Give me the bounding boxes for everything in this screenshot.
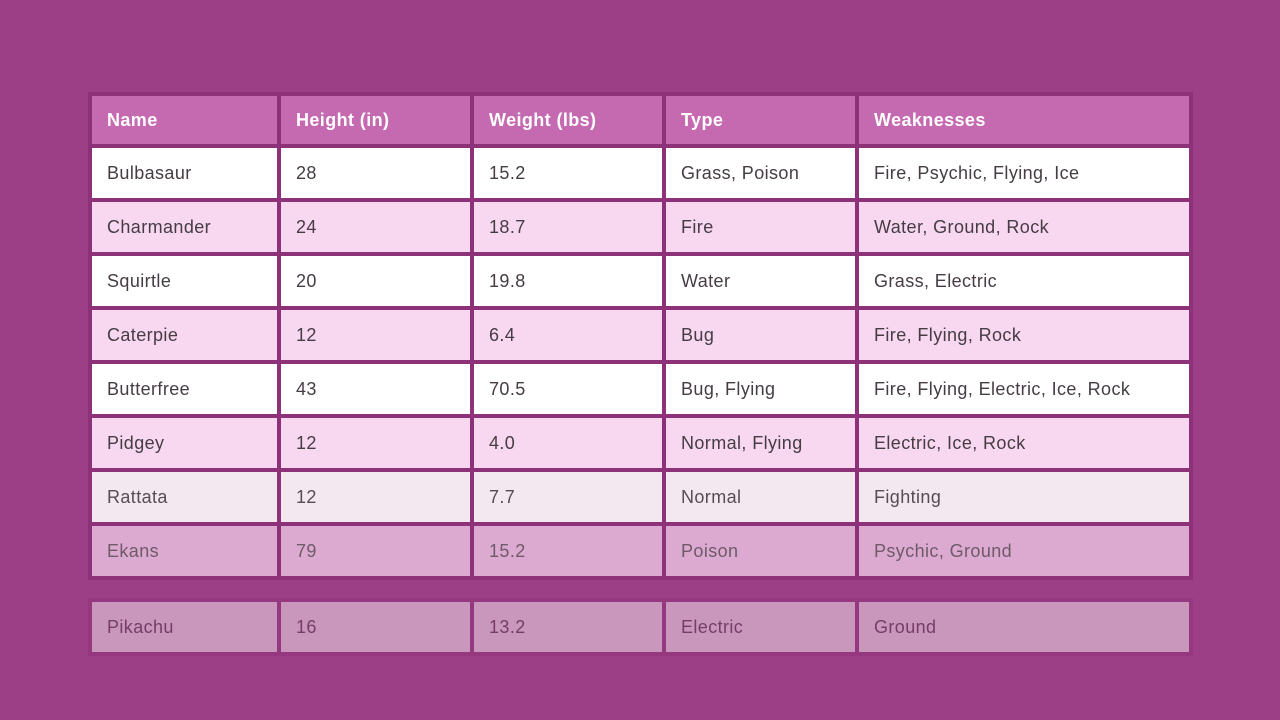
column-header-name: Name <box>92 96 277 144</box>
cell-type: Grass, Poison <box>666 148 855 198</box>
cell-height: 24 <box>281 202 470 252</box>
column-header-weaknesses: Weaknesses <box>859 96 1189 144</box>
column-header-weight: Weight (lbs) <box>474 96 662 144</box>
cell-name: Pidgey <box>92 418 277 468</box>
cell-name: Rattata <box>92 472 277 522</box>
cell-height: 43 <box>281 364 470 414</box>
cell-name: Pikachu <box>92 602 277 652</box>
cell-type: Electric <box>666 602 855 652</box>
cell-weight: 7.7 <box>474 472 662 522</box>
cell-name: Squirtle <box>92 256 277 306</box>
cell-type: Poison <box>666 526 855 576</box>
cell-name: Caterpie <box>92 310 277 360</box>
cell-type: Water <box>666 256 855 306</box>
cell-weaknesses: Fighting <box>859 472 1189 522</box>
cell-weight: 18.7 <box>474 202 662 252</box>
cell-name: Charmander <box>92 202 277 252</box>
cell-name: Ekans <box>92 526 277 576</box>
column-header-height: Height (in) <box>281 96 470 144</box>
cell-weight: 15.2 <box>474 526 662 576</box>
cell-height: 20 <box>281 256 470 306</box>
cell-type: Bug <box>666 310 855 360</box>
cell-weaknesses: Fire, Flying, Electric, Ice, Rock <box>859 364 1189 414</box>
cell-weight: 19.8 <box>474 256 662 306</box>
cell-height: 12 <box>281 310 470 360</box>
cell-weight: 6.4 <box>474 310 662 360</box>
cell-weaknesses: Water, Ground, Rock <box>859 202 1189 252</box>
cell-weight: 13.2 <box>474 602 662 652</box>
cell-height: 12 <box>281 472 470 522</box>
cell-weight: 4.0 <box>474 418 662 468</box>
column-header-type: Type <box>666 96 855 144</box>
cell-name: Butterfree <box>92 364 277 414</box>
cell-height: 12 <box>281 418 470 468</box>
cell-weaknesses: Psychic, Ground <box>859 526 1189 576</box>
cell-name: Bulbasaur <box>92 148 277 198</box>
cell-type: Normal, Flying <box>666 418 855 468</box>
cell-weaknesses: Fire, Psychic, Flying, Ice <box>859 148 1189 198</box>
cell-weaknesses: Electric, Ice, Rock <box>859 418 1189 468</box>
pokemon-stats-table: Name Height (in) Weight (lbs) Type Weakn… <box>88 92 1193 580</box>
cell-type: Normal <box>666 472 855 522</box>
cell-weaknesses: Ground <box>859 602 1189 652</box>
cell-height: 28 <box>281 148 470 198</box>
cell-weight: 70.5 <box>474 364 662 414</box>
cell-weaknesses: Fire, Flying, Rock <box>859 310 1189 360</box>
cell-weaknesses: Grass, Electric <box>859 256 1189 306</box>
cell-height: 16 <box>281 602 470 652</box>
cell-type: Bug, Flying <box>666 364 855 414</box>
cell-weight: 15.2 <box>474 148 662 198</box>
cell-height: 79 <box>281 526 470 576</box>
pokemon-table-appearing-row: Pikachu 16 13.2 Electric Ground <box>88 598 1193 656</box>
cell-type: Fire <box>666 202 855 252</box>
